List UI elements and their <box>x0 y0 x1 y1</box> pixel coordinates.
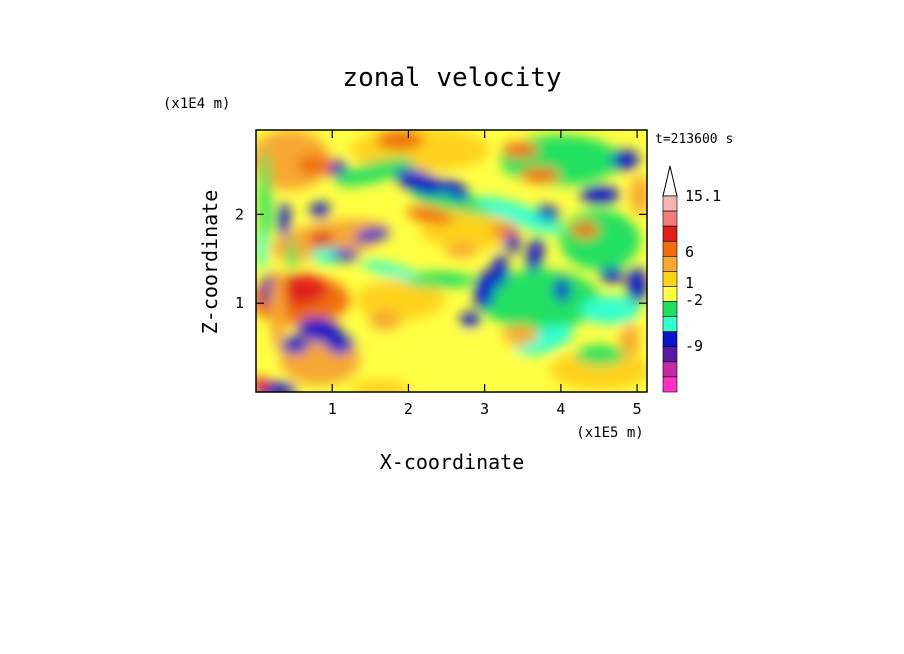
contour-patch <box>354 227 390 243</box>
x-tick-label: 1 <box>328 400 337 418</box>
contour-patch <box>516 324 574 356</box>
colorbar-swatch <box>662 210 678 227</box>
y-tick-label: 2 <box>235 205 244 223</box>
contour-patch <box>491 224 519 236</box>
contour-patch <box>272 273 328 307</box>
contour-patch <box>256 377 268 392</box>
contour-patch <box>492 254 508 286</box>
contour-patch <box>256 130 330 190</box>
contour-patch <box>571 222 599 238</box>
contour-patch <box>536 205 560 221</box>
contour-patch <box>580 296 640 324</box>
x-tick-label: 3 <box>480 400 489 418</box>
contour-patch <box>446 242 478 258</box>
contour-patch <box>395 168 445 196</box>
colorbar-swatch <box>662 376 678 393</box>
colorbar-swatch <box>662 361 678 378</box>
contour-patch <box>477 196 563 234</box>
x-scale-label: (x1E5 m) <box>576 425 643 441</box>
colorbar-swatch <box>662 195 678 212</box>
colorbar-swatch <box>662 256 678 272</box>
colorbar-label: -2 <box>685 291 703 309</box>
colorbar-swatch <box>662 271 678 287</box>
contour-patch <box>376 130 424 150</box>
contour-patch <box>310 202 330 218</box>
colorbar-arrow <box>662 165 678 197</box>
contour-patch <box>310 232 334 248</box>
contour-patch <box>520 167 560 183</box>
colorbar-swatch <box>662 301 678 317</box>
contour-patch <box>620 324 640 356</box>
colorbar-swatch <box>662 331 678 348</box>
contour-patch <box>502 325 538 345</box>
plot-frame <box>255 129 648 393</box>
contour-patch <box>298 317 342 343</box>
contour-patch <box>580 186 620 204</box>
contour-patch <box>257 230 267 270</box>
x-tick-label: 5 <box>633 400 642 418</box>
contour-patch <box>400 335 520 385</box>
colorbar-label: 6 <box>685 243 694 261</box>
colorbar: 15.1 6 1-2 -9 <box>662 165 721 393</box>
contour-patch <box>560 210 640 270</box>
contour-patch <box>297 155 333 175</box>
contour-patch <box>405 272 475 288</box>
contour-patch <box>550 350 647 390</box>
contour-patch <box>554 278 570 302</box>
contour-patch <box>440 179 470 201</box>
y-tick-label: 1 <box>235 294 244 312</box>
x-axis-label: X-coordinate <box>380 450 525 474</box>
contour-patch <box>627 267 647 303</box>
colorbar-swatch <box>662 240 678 257</box>
heatmap-field <box>256 130 647 392</box>
contour-patch <box>287 240 297 270</box>
contour-patch <box>369 310 401 330</box>
y-scale-label: (x1E4 m) <box>163 96 230 112</box>
y-axis: 12 <box>235 205 647 312</box>
colorbar-swatch <box>662 225 678 242</box>
contour-patch <box>259 150 271 250</box>
contour-patch <box>336 157 414 187</box>
colorbar-label: -9 <box>685 337 703 355</box>
chart-title: zonal velocity <box>342 63 561 93</box>
contour-patch <box>575 345 625 365</box>
contour-patch <box>460 312 480 328</box>
x-tick-label: 2 <box>404 400 413 418</box>
contour-patch <box>630 175 647 215</box>
y-axis-label: Z-coordinate <box>198 190 222 335</box>
colorbar-swatch <box>662 286 678 302</box>
x-axis: 1 2 3 4 5 <box>328 130 642 418</box>
contour-patch <box>474 270 496 310</box>
contour-patch <box>360 260 420 280</box>
contour-patch <box>326 336 354 354</box>
colorbar-swatch <box>662 346 678 363</box>
colorbar-label: 15.1 <box>685 187 721 205</box>
contour-patch <box>406 206 454 224</box>
time-label: t=213600 s <box>655 132 733 147</box>
x-tick-label: 4 <box>556 400 565 418</box>
contour-patch <box>278 202 290 238</box>
contour-patch <box>355 280 445 320</box>
contour-patch <box>331 249 359 261</box>
contour-patch <box>281 336 309 354</box>
contour-patch <box>600 267 624 283</box>
colorbar-swatch <box>662 316 678 332</box>
contour-patch <box>502 142 538 158</box>
colorbar-label: 1 <box>685 274 694 292</box>
contour-patch <box>350 380 410 392</box>
contour-patch <box>611 150 639 170</box>
contour-patch <box>526 237 544 273</box>
contour-patch <box>270 270 286 350</box>
